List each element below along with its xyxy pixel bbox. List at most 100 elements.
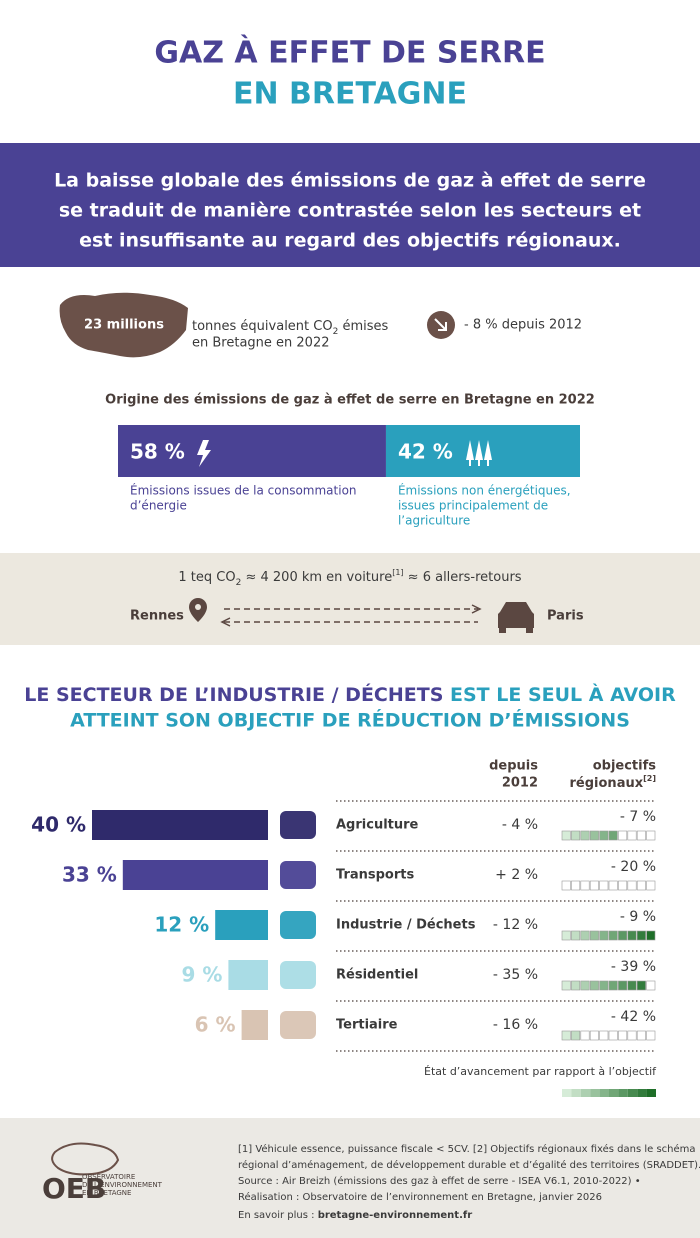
- progress-cell: [561, 980, 571, 991]
- footer-note: Source : Air Breizh (émissions des gaz à…: [238, 1175, 641, 1187]
- text: 1 teq CO: [178, 570, 235, 585]
- progress-cell: [608, 930, 618, 941]
- since-2012: - 16 %: [493, 1017, 538, 1033]
- progress-cell: [646, 830, 656, 841]
- progress-cell: [561, 930, 571, 941]
- sector-share: 6 %: [195, 1013, 236, 1037]
- since-2012: - 12 %: [493, 917, 538, 933]
- key-unit: en Bretagne en 2022: [192, 336, 329, 351]
- key-unit: tonnes équivalent CO2 émises: [192, 319, 389, 337]
- legend-cell: [627, 1089, 638, 1097]
- progress-cell: [571, 830, 581, 841]
- progress-cell: [608, 1030, 618, 1041]
- sector-share: 40 %: [31, 813, 86, 837]
- wheel: [526, 628, 533, 633]
- legend-cell: [590, 1089, 600, 1097]
- sector-icon: [280, 1011, 316, 1039]
- progress-legend: État d’avancement par rapport à l’object…: [424, 1065, 657, 1078]
- tree-icon: [475, 440, 483, 466]
- equivalence: 1 teq CO2 ≈ 4 200 km en voiture[1] ≈ 6 a…: [178, 568, 521, 588]
- progress-legend-scale: [562, 1089, 656, 1097]
- origin-bar: [118, 425, 386, 477]
- progress-cell: [608, 980, 618, 991]
- sector-bar: [241, 1010, 268, 1040]
- more: En savoir plus : bretagne-environnement.…: [238, 1210, 472, 1221]
- progress-cell: [571, 1030, 581, 1041]
- sectors-heading: ATTEINT SON OBJECTIF DE RÉDUCTION D’ÉMIS…: [70, 709, 630, 732]
- sector-bar: [228, 960, 268, 990]
- progress-cell: [618, 830, 628, 841]
- text: tonnes équivalent CO: [192, 319, 333, 334]
- banner-line: La baisse globale des émissions de gaz à…: [54, 170, 646, 192]
- column-header: régionaux[2]: [570, 774, 656, 791]
- car-body: [498, 602, 534, 628]
- banner: [0, 143, 700, 267]
- progress-cell: [646, 880, 656, 891]
- footer-note: Réalisation : Observatoire de l’environn…: [238, 1191, 602, 1203]
- title: EN BRETAGNE: [233, 77, 467, 112]
- sector-bar: [122, 860, 268, 890]
- text: LE SECTEUR DE L’INDUSTRIE / DÉCHETS: [24, 683, 443, 706]
- sector-name: Transports: [336, 868, 414, 883]
- progress-cell: [618, 930, 628, 941]
- progress-cell: [561, 880, 571, 891]
- text: régionaux: [570, 776, 644, 791]
- route-arrow: [471, 604, 482, 614]
- progress-cell: [599, 880, 609, 891]
- wheel: [499, 628, 506, 633]
- objective: - 39 %: [611, 959, 656, 975]
- brittany-map: [59, 292, 188, 358]
- progress-cell: [636, 880, 646, 891]
- route-arrow: [220, 617, 231, 627]
- text: EST LE SEUL À AVOIR: [443, 683, 676, 706]
- logo: OEB: [42, 1172, 106, 1205]
- text: ≈ 6 allers-retours: [404, 570, 522, 585]
- note: [2]: [643, 774, 656, 783]
- column-header: 2012: [502, 776, 538, 791]
- text: ≈ 4 200 km en voiture: [241, 570, 392, 585]
- origin-label: 58 %: [130, 440, 185, 464]
- sector-bar: [92, 810, 268, 840]
- org-line: EN BRETAGNE: [82, 1189, 131, 1197]
- banner-line: se traduit de manière contrastée selon l…: [59, 200, 641, 222]
- org-line: OBSERVATOIRE: [82, 1173, 135, 1181]
- progress-cell: [636, 930, 646, 941]
- progress-cell: [580, 980, 590, 991]
- progress-cell: [618, 880, 628, 891]
- sector-icon: [280, 961, 316, 989]
- origin-bars: 58 % Émissions issues de la consommationd…: [118, 425, 580, 528]
- progress-cell: [627, 930, 637, 941]
- legend-cell: [599, 1089, 609, 1097]
- progress-cell: [627, 980, 637, 991]
- origin-caption: l’agriculture: [398, 514, 470, 528]
- logo-mark: [51, 1142, 120, 1176]
- objective: - 7 %: [620, 809, 656, 825]
- progress-cell: [627, 1030, 637, 1041]
- origin-title: Origine des émissions de gaz à effet de …: [105, 393, 595, 408]
- objective: - 20 %: [611, 859, 656, 875]
- text: En savoir plus :: [238, 1210, 318, 1221]
- text: émises: [338, 319, 388, 334]
- lightning-icon: [197, 440, 211, 467]
- origin-label: 42 %: [398, 440, 453, 464]
- footer: [0, 1118, 700, 1238]
- car-icon: [498, 602, 534, 633]
- sector-share: 33 %: [62, 863, 117, 887]
- sector-share: 12 %: [154, 913, 209, 937]
- progress-cell: [636, 830, 646, 841]
- progress-cell: [646, 980, 656, 991]
- progress-cell: [599, 980, 609, 991]
- legend-cell: [637, 1089, 647, 1097]
- since-2012: + 2 %: [495, 867, 538, 883]
- progress-cell: [589, 880, 599, 891]
- org-line: DE L’ENVIRONNEMENT: [82, 1181, 163, 1189]
- sectors-heading: LE SECTEUR DE L’INDUSTRIE / DÉCHETS EST …: [24, 683, 676, 706]
- subscript: 2: [236, 578, 242, 588]
- sector-icon: [280, 811, 316, 839]
- progress-cell: [627, 880, 637, 891]
- objective: - 42 %: [611, 1009, 656, 1025]
- progress-cell: [561, 1030, 571, 1041]
- link[interactable]: bretagne-environnement.fr: [318, 1210, 473, 1221]
- progress-cell: [561, 830, 571, 841]
